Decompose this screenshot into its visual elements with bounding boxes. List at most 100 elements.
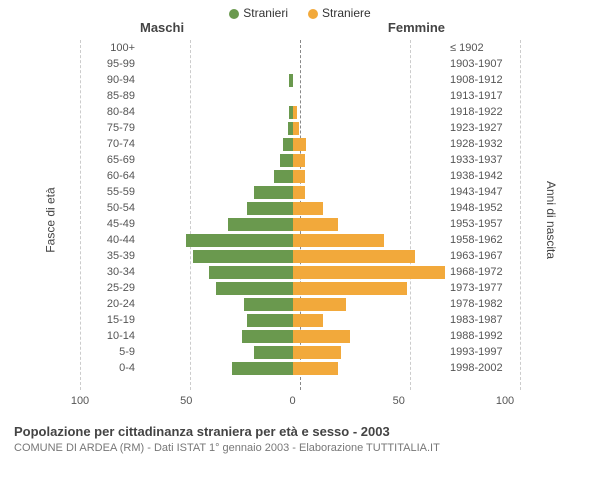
pyramid-row: 85-891913-1917 — [80, 88, 520, 104]
age-label: 60-64 — [80, 170, 138, 182]
birth-year-label: 1928-1932 — [447, 138, 520, 150]
age-label: 5-9 — [80, 346, 138, 358]
age-label: 35-39 — [80, 250, 138, 262]
bar-pair — [140, 152, 445, 168]
bar-male — [254, 186, 292, 199]
pyramid-row: 10-14 1988-1992 — [80, 328, 520, 344]
bar-female — [293, 186, 305, 199]
x-tick: 50 — [180, 395, 192, 407]
bar-female — [293, 154, 305, 167]
bar-male — [209, 266, 293, 279]
x-tick: 50 — [393, 395, 405, 407]
plot-area: 100+ ≤ 1902 95-99 1903-1907 90-94 1908-1912 85… — [80, 40, 520, 390]
birth-year-label: 1953-1957 — [447, 218, 520, 230]
bar-female — [293, 106, 298, 119]
pyramid-row: 0-4 1998-2002 — [80, 360, 520, 376]
bar-pair — [140, 280, 445, 296]
birth-year-label: 1948-1952 — [447, 202, 520, 214]
age-label: 30-34 — [80, 266, 138, 278]
bar-pair — [140, 56, 445, 72]
pyramid-row: 60-641938-1942 — [80, 168, 520, 184]
birth-year-label: 1923-1927 — [447, 122, 520, 134]
birth-year-label: 1998-2002 — [447, 362, 520, 374]
pyramid-row: 35-39 1963-1967 — [80, 248, 520, 264]
age-label: 95-99 — [80, 58, 138, 70]
chart-title: Popolazione per cittadinanza straniera p… — [14, 424, 586, 441]
population-pyramid-chart: Fasce di età Anni di nascita Maschi Femm… — [20, 20, 580, 420]
legend-label-female: Straniere — [322, 6, 371, 20]
bar-pair — [140, 104, 445, 120]
bar-female — [293, 250, 415, 263]
age-label: 40-44 — [80, 234, 138, 246]
bar-female — [293, 346, 342, 359]
bar-pair — [140, 248, 445, 264]
pyramid-row: 65-691933-1937 — [80, 152, 520, 168]
pyramid-row: 40-441958-1962 — [80, 232, 520, 248]
birth-year-label: 1933-1937 — [447, 154, 520, 166]
bar-male — [244, 298, 293, 311]
bar-female — [293, 202, 324, 215]
age-label: 20-24 — [80, 298, 138, 310]
bar-male — [216, 282, 292, 295]
birth-year-label: 1988-1992 — [447, 330, 520, 342]
pyramid-row: 55-59 1943-1947 — [80, 184, 520, 200]
x-tick: 0 — [289, 395, 295, 407]
pyramid-row: 30-34 1968-1972 — [80, 264, 520, 280]
birth-year-label: ≤ 1902 — [447, 42, 520, 54]
bar-pair — [140, 344, 445, 360]
pyramid-row: 80-841918-1922 — [80, 104, 520, 120]
birth-year-label: 1978-1982 — [447, 298, 520, 310]
pyramid-row: 45-49 1953-1957 — [80, 216, 520, 232]
bar-female — [293, 266, 446, 279]
column-title-male: Maschi — [140, 20, 184, 35]
pyramid-row: 5-9 1993-1997 — [80, 344, 520, 360]
bar-pair — [140, 200, 445, 216]
bar-pair — [140, 360, 445, 376]
bar-male — [186, 234, 293, 247]
bar-male — [254, 346, 292, 359]
birth-year-label: 1968-1972 — [447, 266, 520, 278]
bar-female — [293, 282, 407, 295]
bar-pair — [140, 88, 445, 104]
bar-female — [293, 138, 307, 151]
age-label: 10-14 — [80, 330, 138, 342]
bar-pair — [140, 40, 445, 56]
x-axis: 10050050100 — [80, 395, 505, 415]
age-label: 70-74 — [80, 138, 138, 150]
column-title-female: Femmine — [388, 20, 445, 35]
age-label: 45-49 — [80, 218, 138, 230]
age-label: 55-59 — [80, 186, 138, 198]
bar-pair — [140, 232, 445, 248]
x-tick: 100 — [496, 395, 514, 407]
legend-item-female: Straniere — [308, 6, 371, 20]
bar-male — [280, 154, 292, 167]
birth-year-label: 1973-1977 — [447, 282, 520, 294]
bar-female — [293, 170, 305, 183]
pyramid-row: 15-191983-1987 — [80, 312, 520, 328]
bar-female — [293, 362, 339, 375]
y-axis-title-left: Fasce di età — [44, 187, 58, 252]
birth-year-label: 1943-1947 — [447, 186, 520, 198]
bar-male — [274, 170, 292, 183]
age-label: 0-4 — [80, 362, 138, 374]
birth-year-label: 1908-1912 — [447, 74, 520, 86]
pyramid-row: 70-74 1928-1932 — [80, 136, 520, 152]
age-label: 85-89 — [80, 90, 138, 102]
pyramid-row: 50-541948-1952 — [80, 200, 520, 216]
chart-footer: Popolazione per cittadinanza straniera p… — [0, 420, 600, 455]
legend: Stranieri Straniere — [0, 0, 600, 20]
age-label: 90-94 — [80, 74, 138, 86]
legend-item-male: Stranieri — [229, 6, 288, 20]
bar-pair — [140, 72, 445, 88]
bar-female — [293, 218, 339, 231]
birth-year-label: 1963-1967 — [447, 250, 520, 262]
age-label: 100+ — [80, 42, 138, 54]
birth-year-label: 1993-1997 — [447, 346, 520, 358]
age-label: 15-19 — [80, 314, 138, 326]
bar-male — [289, 74, 292, 87]
birth-year-label: 1903-1907 — [447, 58, 520, 70]
y-axis-title-right: Anni di nascita — [544, 181, 558, 259]
bar-male — [283, 138, 292, 151]
bar-female — [293, 298, 346, 311]
age-label: 25-29 — [80, 282, 138, 294]
